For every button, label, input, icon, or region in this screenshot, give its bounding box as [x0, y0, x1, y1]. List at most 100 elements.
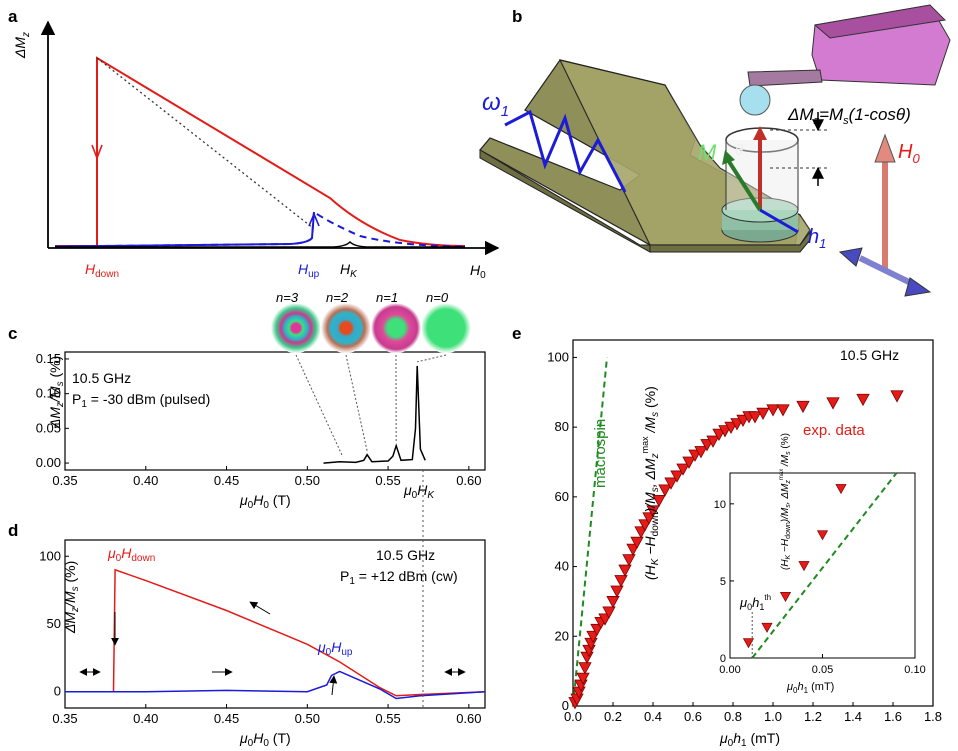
data-point [756, 407, 770, 421]
panel-e-xtick-label: 0.0 [564, 709, 582, 724]
data-point [576, 672, 590, 685]
mode-leader-n=3 [295, 354, 344, 458]
panel-d: d 0.35 0.40 0.45 0.50 0.55 0.60 0 50 100 10.5 G… [8, 470, 486, 749]
panel-c-ylabel: ΔMz/Ms (%) [47, 356, 66, 429]
panel-d-xtick-label: 0.45 [214, 711, 239, 726]
panel-e-xtick-label: 0.6 [684, 709, 702, 724]
macrospin-line [572, 357, 608, 707]
mode-label-n1: n=1 [376, 290, 398, 305]
panel-d-xtick-label: 0.50 [295, 711, 320, 726]
data-point [652, 494, 666, 508]
panel-e-xtick-label: 0.8 [724, 709, 742, 724]
panel-e: e 0.0 0.2 0.4 0.6 0.8 1.0 1.2 1.4 1.6 1.8 0 20 40 60… [512, 324, 942, 749]
data-point [682, 456, 696, 469]
panel-a-blue-solid [54, 211, 315, 248]
panel-b: b M θ ω1 ΔMz=Ms(1-cosθ) [479, 4, 951, 297]
panel-a-hk-label: HK [340, 261, 358, 280]
probe-tip [739, 84, 771, 116]
panel-a-hdown-label: Hdown [85, 261, 119, 280]
panel-d-arrows [79, 601, 466, 696]
h1-axis [858, 255, 917, 288]
panel-e-xtick-label: 0.2 [604, 709, 622, 724]
m-vector [726, 158, 762, 212]
panel-c-freq: 10.5 GHz [72, 370, 131, 386]
h0-axis-head [874, 133, 896, 163]
panel-c: c 0.35 0.40 0.45 0.50 0.55 0.60 0.000.050.100… [8, 290, 486, 511]
inset-ytick-label: 0 [720, 653, 726, 665]
inset-xtick-label: 0.10 [904, 664, 925, 676]
panel-a-red-curve [55, 56, 466, 247]
panel-e-xlabel: μ0h1 (mT) [719, 730, 780, 749]
inset-xlabel: μ0h1 (mT) [786, 681, 834, 695]
panel-e-ytick-label: 40 [555, 559, 569, 574]
panel-c-xtick-label: 0.55 [375, 473, 400, 488]
panel-d-hup-label: μ0Hup [317, 639, 353, 658]
panel-c-frame [64, 351, 486, 471]
theta-label: θ [735, 142, 743, 159]
data-point [676, 463, 690, 476]
data-point [578, 662, 592, 675]
panel-e-xtick-label: 1.6 [884, 709, 902, 724]
m-label: M [698, 140, 717, 165]
panel-d-ytick-label: 50 [47, 616, 61, 631]
panel-c-spectrum-line [323, 365, 426, 464]
panel-d-xticks: 0.35 0.40 0.45 0.50 0.55 0.60 [52, 704, 482, 726]
mode-image-n2 [321, 303, 371, 353]
panel-d-yticks: 0 50 100 [39, 548, 69, 699]
panel-c-hk-label: μ0HK [403, 482, 435, 501]
panel-e-xtick-label: 1.2 [804, 709, 822, 724]
panel-a-dotted-line [96, 57, 314, 229]
panel-c-yticks: 0.00 0.05 0.10 0.15 [36, 351, 69, 470]
panel-d-xtick-label: 0.35 [52, 711, 77, 726]
data-point [664, 477, 678, 490]
panel-a-down-arrow [91, 144, 103, 161]
data-point [606, 596, 620, 609]
panel-c-xtick-label: 0.50 [295, 473, 320, 488]
panel-d-xlabel: μ0H0 (T) [239, 730, 291, 749]
inset-data-point [798, 561, 810, 572]
data-point [630, 536, 644, 550]
data-point [776, 404, 790, 417]
mode-label-n0: n=0 [426, 290, 449, 305]
panel-a-black-curve [55, 240, 465, 248]
panel-e-xtick-label: 1.4 [844, 709, 862, 724]
probe-top [813, 4, 947, 39]
panel-c-xtick-label: 0.45 [214, 473, 239, 488]
inset-frame [729, 472, 916, 659]
panel-e-xtick-label: 1.0 [764, 709, 782, 724]
panel-e-ylabel: (HK −Hdown)/Ms, ΔMzmax /Ms (%) [640, 386, 661, 580]
mode-image-n3 [271, 303, 321, 353]
omega-label: ω1 [482, 89, 509, 120]
data-point [766, 404, 780, 417]
panel-c-ytick-label: 0.10 [36, 386, 61, 401]
data-point [694, 446, 708, 459]
panel-a-hup-label: Hup [298, 261, 320, 280]
panel-e-xticks: 0.0 0.2 0.4 0.6 0.8 1.0 1.2 1.4 1.6 1.8 [564, 702, 942, 724]
panel-d-red-trace [65, 568, 486, 697]
panel-e-frame [572, 339, 934, 707]
inset-data-points [742, 484, 847, 649]
waveguide-edge-right [649, 230, 811, 253]
data-point [826, 397, 840, 410]
panel-e-data-points [568, 390, 904, 710]
probe-cantilever [747, 69, 823, 87]
panel-e-exp-label: exp. data [803, 422, 865, 439]
h1-axis-head-left [838, 247, 863, 267]
panel-d-freq: 10.5 GHz [376, 547, 435, 563]
panel-c-label: c [8, 324, 17, 343]
panel-a: a ΔMz Hdown Hup HK H0 [8, 7, 500, 281]
panel-a-up-arrow [308, 211, 320, 227]
panel-e-xtick-label: 1.8 [924, 709, 942, 724]
inset-data-point [835, 484, 847, 495]
mode-leader-n=0 [417, 354, 447, 363]
inset-data-point [779, 591, 792, 603]
data-point [706, 435, 720, 448]
h1-vector [759, 208, 799, 234]
data-point [602, 606, 616, 619]
data-point [646, 505, 660, 518]
panel-e-freq: 10.5 GHz [840, 347, 899, 363]
h1-axis-head-right [904, 277, 932, 297]
mode-image-n1 [371, 303, 421, 353]
microwave-wave [504, 109, 627, 193]
